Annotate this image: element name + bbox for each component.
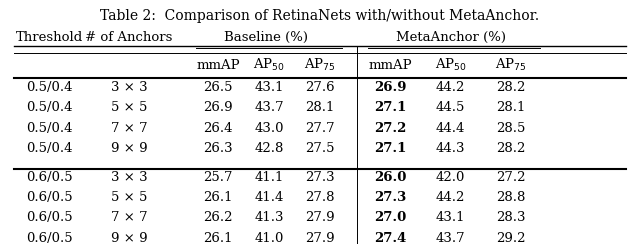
Text: 27.2: 27.2	[497, 171, 526, 184]
Text: 26.9: 26.9	[204, 102, 233, 114]
Text: 26.9: 26.9	[374, 81, 406, 94]
Text: 27.1: 27.1	[374, 142, 406, 155]
Text: 41.1: 41.1	[254, 171, 284, 184]
Text: 28.8: 28.8	[497, 191, 526, 204]
Text: 27.3: 27.3	[305, 171, 335, 184]
Text: 28.3: 28.3	[497, 211, 526, 224]
Text: 27.0: 27.0	[374, 211, 406, 224]
Text: 43.0: 43.0	[254, 122, 284, 135]
Text: 9 × 9: 9 × 9	[111, 232, 147, 244]
Text: 5 × 5: 5 × 5	[111, 191, 147, 204]
Text: 27.1: 27.1	[374, 102, 406, 114]
Text: AP$_{50}$: AP$_{50}$	[435, 57, 467, 73]
Text: 28.1: 28.1	[497, 102, 526, 114]
Text: 44.5: 44.5	[436, 102, 465, 114]
Text: 27.3: 27.3	[374, 191, 406, 204]
Text: AP$_{50}$: AP$_{50}$	[253, 57, 285, 73]
Text: 9 × 9: 9 × 9	[111, 142, 147, 155]
Text: 26.4: 26.4	[204, 122, 233, 135]
Text: 28.2: 28.2	[497, 142, 526, 155]
Text: 27.4: 27.4	[374, 232, 406, 244]
Text: 27.2: 27.2	[374, 122, 406, 135]
Text: 0.6/0.5: 0.6/0.5	[26, 171, 72, 184]
Text: 43.1: 43.1	[436, 211, 465, 224]
Text: 26.1: 26.1	[204, 232, 233, 244]
Text: 3 × 3: 3 × 3	[111, 81, 147, 94]
Text: 0.5/0.4: 0.5/0.4	[26, 122, 72, 135]
Text: 0.6/0.5: 0.6/0.5	[26, 191, 72, 204]
Text: 41.0: 41.0	[254, 232, 284, 244]
Text: 25.7: 25.7	[204, 171, 233, 184]
Text: 44.4: 44.4	[436, 122, 465, 135]
Text: MetaAnchor (%): MetaAnchor (%)	[396, 31, 506, 44]
Text: 41.3: 41.3	[254, 211, 284, 224]
Text: 27.8: 27.8	[305, 191, 335, 204]
Text: 41.4: 41.4	[254, 191, 284, 204]
Text: 27.9: 27.9	[305, 232, 335, 244]
Text: 27.9: 27.9	[305, 211, 335, 224]
Text: 5 × 5: 5 × 5	[111, 102, 147, 114]
Text: 43.7: 43.7	[436, 232, 465, 244]
Text: # of Anchors: # of Anchors	[85, 31, 173, 44]
Text: 44.2: 44.2	[436, 191, 465, 204]
Text: 29.2: 29.2	[497, 232, 526, 244]
Text: 7 × 7: 7 × 7	[111, 122, 147, 135]
Text: 28.5: 28.5	[497, 122, 526, 135]
Text: 26.2: 26.2	[204, 211, 233, 224]
Text: 26.1: 26.1	[204, 191, 233, 204]
Text: 27.6: 27.6	[305, 81, 335, 94]
Text: Threshold: Threshold	[15, 31, 83, 44]
Text: 26.0: 26.0	[374, 171, 406, 184]
Text: 28.1: 28.1	[305, 102, 335, 114]
Text: 0.6/0.5: 0.6/0.5	[26, 232, 72, 244]
Text: 26.3: 26.3	[204, 142, 233, 155]
Text: 0.5/0.4: 0.5/0.4	[26, 81, 72, 94]
Text: mmAP: mmAP	[196, 59, 240, 72]
Text: 44.3: 44.3	[436, 142, 465, 155]
Text: 27.7: 27.7	[305, 122, 335, 135]
Text: 0.6/0.5: 0.6/0.5	[26, 211, 72, 224]
Text: 0.5/0.4: 0.5/0.4	[26, 102, 72, 114]
Text: mmAP: mmAP	[368, 59, 412, 72]
Text: 27.5: 27.5	[305, 142, 335, 155]
Text: 3 × 3: 3 × 3	[111, 171, 147, 184]
Text: AP$_{75}$: AP$_{75}$	[304, 57, 336, 73]
Text: 43.1: 43.1	[254, 81, 284, 94]
Text: Table 2:  Comparison of RetinaNets with/without MetaAnchor.: Table 2: Comparison of RetinaNets with/w…	[100, 9, 540, 23]
Text: 43.7: 43.7	[254, 102, 284, 114]
Text: AP$_{75}$: AP$_{75}$	[495, 57, 527, 73]
Text: 42.0: 42.0	[436, 171, 465, 184]
Text: 0.5/0.4: 0.5/0.4	[26, 142, 72, 155]
Text: 7 × 7: 7 × 7	[111, 211, 147, 224]
Text: 42.8: 42.8	[254, 142, 284, 155]
Text: 26.5: 26.5	[204, 81, 233, 94]
Text: 28.2: 28.2	[497, 81, 526, 94]
Text: Baseline (%): Baseline (%)	[224, 31, 308, 44]
Text: 44.2: 44.2	[436, 81, 465, 94]
